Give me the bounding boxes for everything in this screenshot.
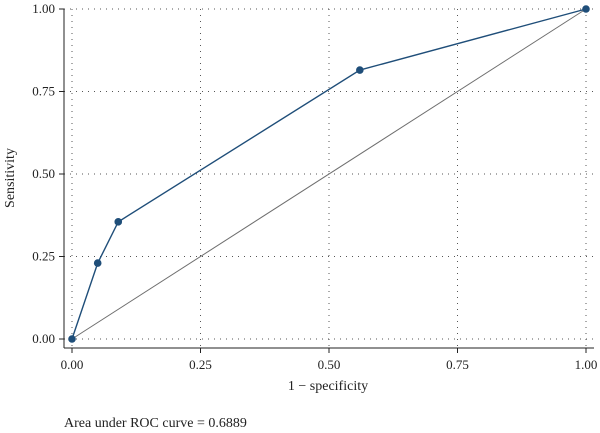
y-tick-label: 0.50	[32, 166, 55, 181]
x-tick-label: 1.00	[575, 357, 598, 372]
x-tick-label: 0.75	[446, 357, 469, 372]
x-axis-title: 1 − specificity	[288, 379, 368, 394]
y-axis-title: Sensitivity	[3, 148, 18, 208]
y-tick-label: 0.00	[32, 331, 55, 346]
x-tick-label: 0.00	[61, 357, 84, 372]
roc-point	[582, 5, 590, 13]
x-tick-label: 0.25	[189, 357, 212, 372]
roc-point	[68, 335, 76, 343]
roc-point	[114, 218, 123, 226]
reference-diagonal-line	[71, 8, 587, 340]
y-tick-label: 1.00	[32, 1, 55, 16]
y-tick-label: 0.25	[32, 249, 55, 264]
ticks: 0.00 0.25 0.50 0.75 1.00 0.00 0.25 0.50 0.75 1.00	[32, 1, 597, 372]
y-tick-label: 0.75	[32, 84, 55, 99]
auc-annotation: Area under ROC curve = 0.6889	[64, 416, 247, 431]
roc-point	[356, 66, 364, 74]
series	[68, 5, 590, 343]
roc-point	[93, 259, 102, 267]
x-tick-label: 0.50	[318, 357, 341, 372]
